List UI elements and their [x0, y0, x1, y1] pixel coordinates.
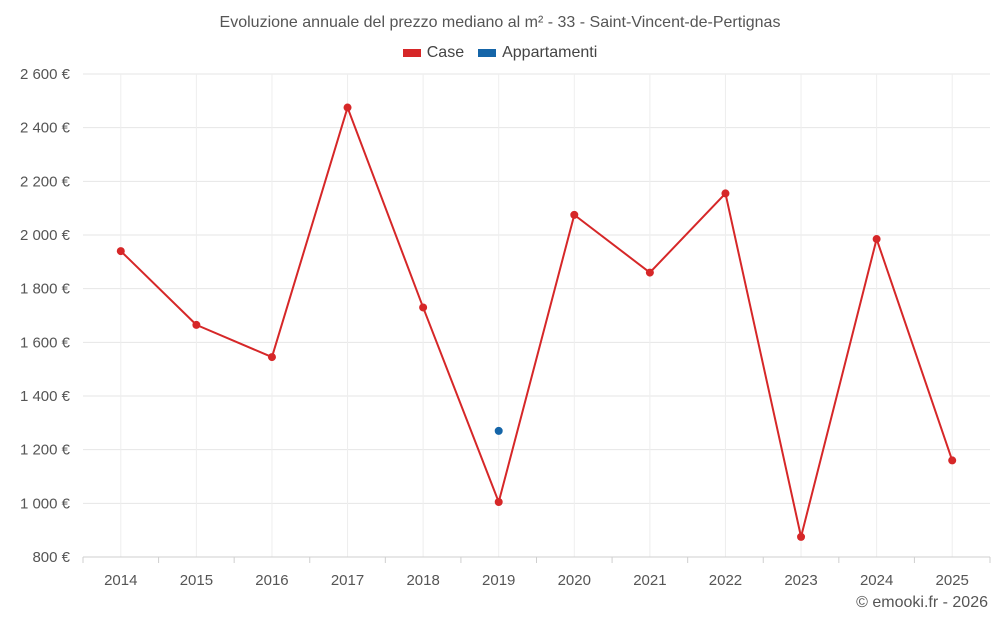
data-point-case[interactable]	[948, 456, 957, 465]
copyright: © emooki.fr - 2026	[856, 594, 988, 611]
data-point-case[interactable]	[494, 497, 503, 506]
y-tick-label: 1 200 €	[20, 442, 71, 459]
data-point-case[interactable]	[570, 210, 579, 219]
y-tick-label: 1 000 €	[20, 495, 71, 512]
data-point-case[interactable]	[192, 320, 201, 329]
x-tick-label: 2015	[180, 572, 213, 589]
legend-label-appartamenti: Appartamenti	[502, 44, 598, 61]
x-tick-label: 2014	[104, 572, 137, 589]
y-tick-label: 2 200 €	[20, 173, 71, 190]
x-tick-label: 2024	[860, 572, 893, 589]
data-point-case[interactable]	[267, 353, 276, 362]
y-tick-label: 800 €	[32, 549, 70, 566]
data-point-case[interactable]	[872, 235, 881, 244]
legend-item-appartamenti[interactable]: Appartamenti	[478, 44, 597, 62]
y-tick-label: 1 400 €	[20, 388, 71, 405]
data-point-appartamenti[interactable]	[494, 426, 503, 435]
x-tick-label: 2021	[633, 572, 666, 589]
chart-title: Evoluzione annuale del prezzo mediano al…	[219, 14, 781, 31]
legend-swatch-case	[402, 49, 421, 57]
y-tick-label: 2 400 €	[20, 120, 71, 137]
x-tick-label: 2025	[936, 572, 969, 589]
series-line-case	[120, 106, 954, 538]
data-point-case[interactable]	[797, 532, 806, 541]
x-tick-label: 2019	[482, 572, 515, 589]
x-tick-label: 2023	[784, 572, 817, 589]
y-tick-label: 2 600 €	[20, 66, 71, 83]
y-tick-label: 1 800 €	[20, 281, 71, 298]
x-tick-label: 2017	[331, 572, 364, 589]
data-point-case[interactable]	[645, 268, 654, 277]
x-tick-label: 2020	[558, 572, 591, 589]
x-tick-label: 2022	[709, 572, 742, 589]
data-point-case[interactable]	[343, 103, 352, 112]
x-tick-label: 2016	[255, 572, 288, 589]
legend-item-case[interactable]: Case	[402, 44, 465, 62]
legend-swatch-appartamenti	[478, 49, 497, 57]
y-tick-label: 1 600 €	[20, 334, 71, 351]
data-point-case[interactable]	[419, 303, 428, 312]
legend: Case Appartamenti	[0, 44, 1000, 62]
x-tick-label: 2018	[406, 572, 439, 589]
data-point-case[interactable]	[721, 189, 730, 198]
data-point-case[interactable]	[116, 247, 125, 256]
y-tick-label: 2 000 €	[20, 227, 71, 244]
legend-label-case: Case	[426, 44, 465, 61]
